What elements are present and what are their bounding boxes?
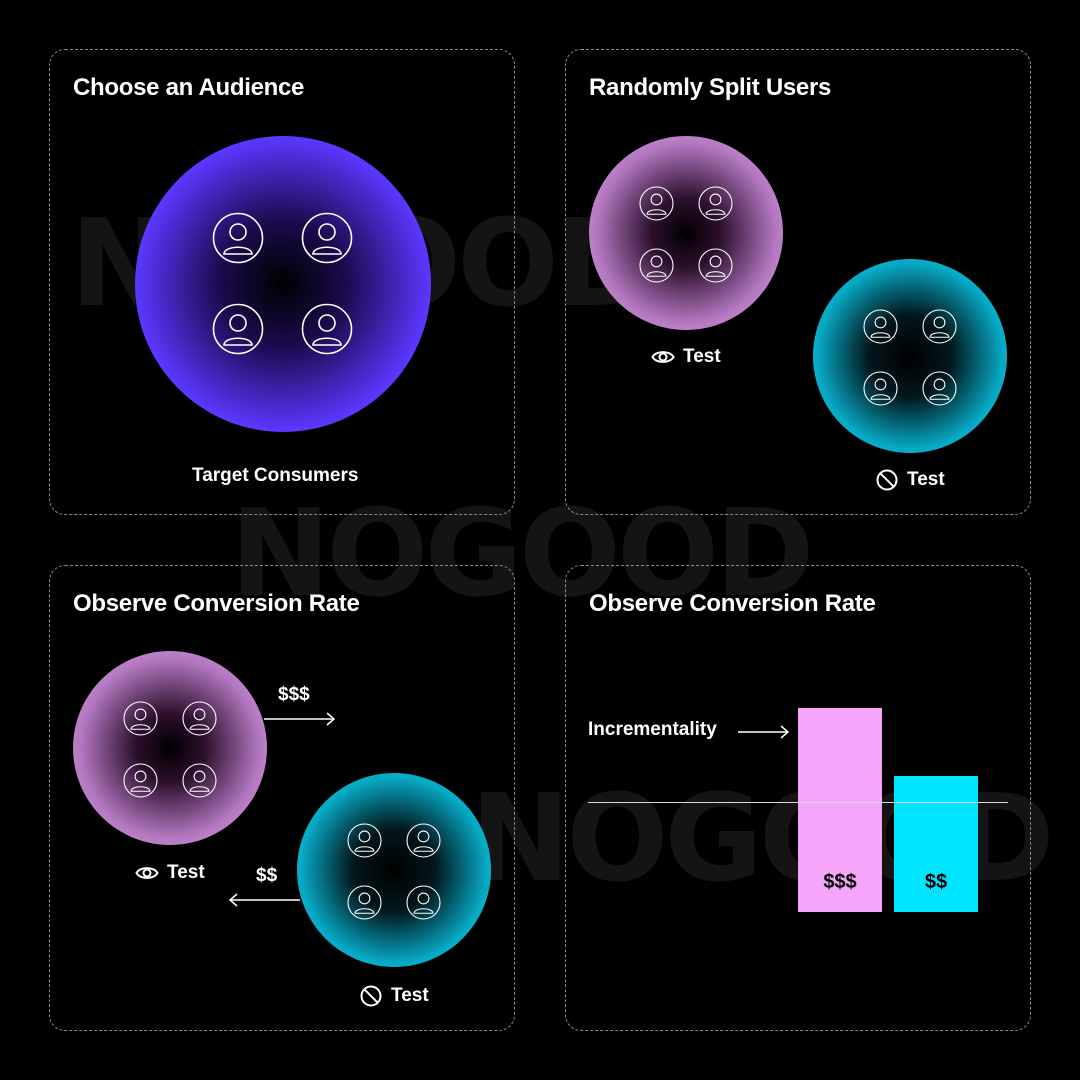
user-circle-icon [698,248,733,288]
eye-icon [135,861,159,885]
control-label-text: Test [907,469,945,490]
test-exposed-label: Test [135,861,205,885]
test-group-circle [73,651,267,845]
eye-icon [651,345,675,369]
no-entry-icon [875,468,899,492]
panel-random-split: Randomly Split Users [565,49,1031,515]
user-grid [639,186,733,288]
user-circle-icon [922,371,957,411]
panel-title: Observe Conversion Rate [73,590,360,617]
user-circle-icon [212,303,265,360]
user-grid [347,823,441,925]
incrementality-label: Incrementality [588,719,717,740]
user-circle-icon [639,186,674,226]
test-exposed-label: Test [651,345,721,369]
control-value-label: $$ [256,865,278,886]
user-grid [863,309,957,411]
user-circle-icon [922,309,957,349]
panel-title: Observe Conversion Rate [589,590,876,617]
user-circle-icon [347,823,382,863]
bar-control: $$ [894,776,978,912]
target-consumers-label: Target Consumers [192,465,359,486]
panel-observe-conversion: Observe Conversion Rate $$$ [49,565,515,1031]
panel-title: Choose an Audience [73,74,305,101]
test-value-label: $$$ [278,684,310,705]
control-unexposed-label: Test [359,984,429,1008]
control-unexposed-label: Test [875,468,945,492]
test-label-text: Test [683,346,721,367]
user-grid [123,701,217,803]
panel-incrementality-chart: Observe Conversion Rate Incrementality $… [565,565,1031,1031]
user-circle-icon [863,371,898,411]
user-circle-icon [182,763,217,803]
user-circle-icon [406,885,441,925]
panel-choose-audience: Choose an Audience Target Consumers [49,49,515,515]
test-group-circle [589,136,783,330]
user-circle-icon [123,763,158,803]
control-level-line [588,802,1008,803]
bar-label: $$ [924,871,948,893]
user-circle-icon [212,212,265,269]
bar-label: $$$ [823,871,857,893]
user-circle-icon [863,309,898,349]
user-circle-icon [698,186,733,226]
user-circle-icon [301,303,354,360]
user-circle-icon [639,248,674,288]
user-circle-icon [301,212,354,269]
user-circle-icon [406,823,441,863]
control-group-circle [813,259,1007,453]
no-entry-icon [359,984,383,1008]
bar-test: $$$ [798,708,882,912]
audience-circle [135,136,431,432]
test-label-text: Test [167,862,205,883]
user-circle-icon [123,701,158,741]
user-grid [212,212,354,360]
control-label-text: Test [391,985,429,1006]
user-circle-icon [347,885,382,925]
control-group-circle [297,773,491,967]
user-circle-icon [182,701,217,741]
arrow-right-icon [264,712,336,726]
arrow-left-icon [228,893,300,907]
arrow-right-icon [738,725,790,739]
panel-title: Randomly Split Users [589,74,832,101]
